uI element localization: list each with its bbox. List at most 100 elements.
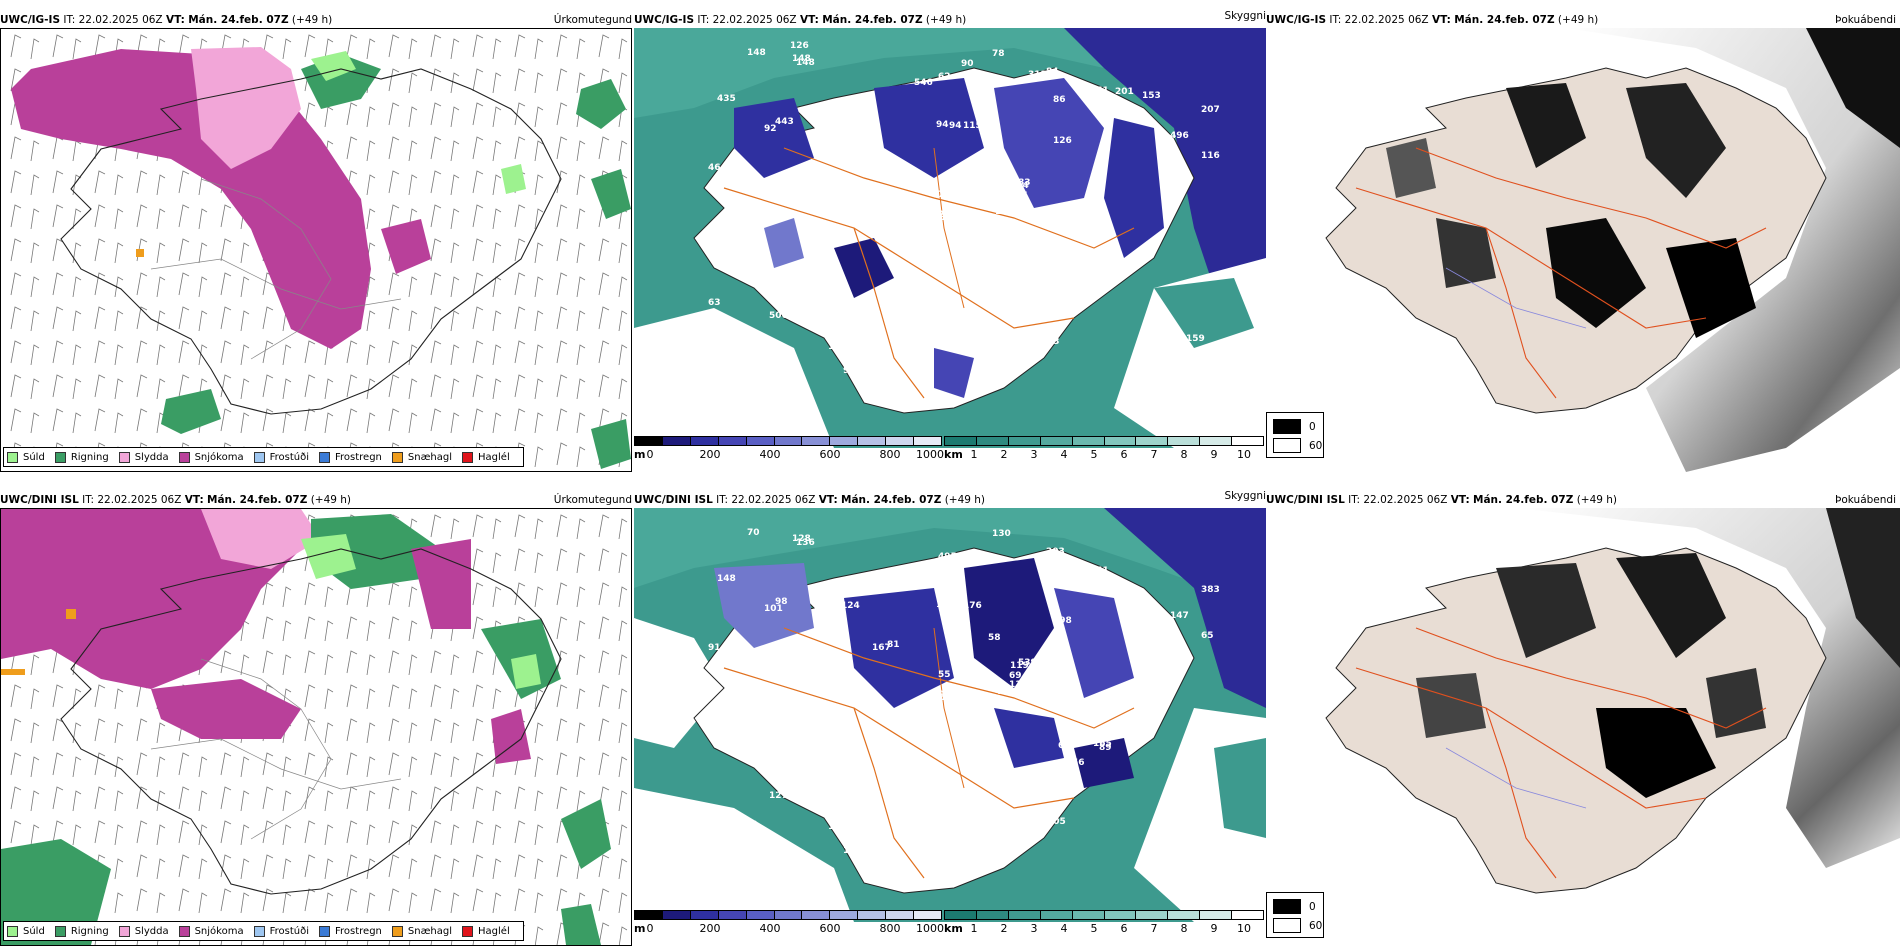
visibility-value-label: 165 (1093, 739, 1112, 749)
cb-tick: 800 (879, 448, 901, 461)
precip-map[interactable]: Súld Rigning Slydda Snjókoma Frostúði Fr… (0, 28, 632, 472)
lead-time: (+49 h) (310, 494, 352, 506)
visibility-map[interactable]: 169 101 418 92 119 92 203 176 175 452 136 64 315 383 1… (634, 508, 1266, 922)
panel-title: UWC/DINI ISL IT: 22.02.2025 06Z VT: Mán.… (0, 492, 351, 508)
fog-panel-2: UWC/DINI ISL IT: 22.02.2025 06Z VT: Mán.… (1266, 492, 1900, 946)
legend-item-haglel: Haglél (462, 925, 510, 937)
legend-item-snaehagl: Snæhagl (391, 925, 452, 937)
legend-item-snaehagl: Snæhagl (391, 451, 452, 463)
legend-item-snjokoma: Snjókoma (178, 451, 244, 463)
visibility-value-label: 298 (1053, 616, 1072, 626)
legend-item-frostudi: Frostúði (253, 925, 309, 937)
visibility-value-label: 105 (872, 163, 891, 173)
vis-tick: 5 (1090, 448, 1098, 461)
visibility-value-label: 383 (1201, 585, 1220, 595)
cb-tick: 1000 (916, 922, 944, 935)
legend-item-sudl: Súld (7, 451, 45, 463)
cloud-base-unit: m (634, 448, 646, 461)
it-value: 22.02.2025 06Z (1344, 14, 1429, 26)
model-name: UWC/DINI ISL (634, 494, 713, 506)
visibility-value-label: 50 (932, 690, 945, 700)
visibility-value-label: 127 (769, 791, 788, 801)
visibility-value-label: 63 (708, 298, 721, 308)
fog-panel-1: UWC/IG-IS IT: 22.02.2025 06Z VT: Mán. 24… (1266, 12, 1900, 472)
visibility-value-label: 202 (849, 207, 868, 217)
visibility-value-label: 169 (959, 712, 978, 722)
visibility-value-label: 67 (784, 784, 797, 794)
lead-time: (+49 h) (1557, 14, 1599, 26)
visibility-value-label: 78 (992, 49, 1005, 59)
vt-label: VT: (165, 14, 185, 26)
visibility-value-label: 106 (936, 600, 955, 610)
product-title: Skyggni (1224, 10, 1267, 22)
row-2: UWC/DINI ISL IT: 22.02.2025 06Z VT: Mán.… (0, 490, 1900, 950)
visibility-value-label: 205 (1192, 371, 1211, 381)
visibility-value-label: 255 (1009, 191, 1028, 201)
visibility-value-label: 452 (995, 687, 1014, 697)
vis-tick: 1 (970, 448, 978, 461)
vt-value: Mán. 24.feb. 07Z (1454, 14, 1555, 26)
vt-value: Mán. 24.feb. 07Z (822, 14, 923, 26)
fog-map[interactable] (1266, 28, 1900, 472)
cb-tick: 200 (699, 448, 721, 461)
visibility-value-label: 63 (793, 376, 806, 386)
precip-panel-1: UWC/IG-IS IT: 22.02.2025 06Z VT: Mán. 24… (0, 12, 632, 472)
it-label: IT: (697, 14, 710, 26)
cb-tick: 400 (759, 448, 781, 461)
vt-label: VT: (1450, 494, 1470, 506)
visibility-value-label: 80 (1061, 292, 1074, 302)
visibility-value-label: 148 (796, 58, 815, 68)
visibility-value-label: 153 (1142, 91, 1161, 101)
visibility-value-label: 89 (1099, 743, 1112, 753)
fog-legend-min: 0 (1309, 420, 1316, 433)
fog-map[interactable] (1266, 508, 1900, 946)
legend-item-frostudi: Frostúði (253, 451, 309, 463)
visibility-value-label: 175 (1053, 575, 1072, 585)
visibility-value-label: 176 (963, 601, 982, 611)
visibility-value-label: 104 (953, 182, 972, 192)
visibility-value-label: 148 (717, 574, 736, 584)
vt-label: VT: (799, 14, 819, 26)
precip-map[interactable]: Súld Rigning Slydda Snjókoma Frostúði Fr… (0, 508, 632, 946)
visibility-value-label: 129 (824, 142, 843, 152)
visibility-value-label: 65 (1201, 631, 1214, 641)
visibility-value-label: 80 (793, 856, 806, 866)
precip-legend: Súld Rigning Slydda Snjókoma Frostúði Fr… (3, 921, 524, 941)
vt-value: Mán. 24.feb. 07Z (841, 494, 942, 506)
legend-item-frostregn: Frostregn (319, 925, 382, 937)
visibility-map[interactable]: 91 92 116 130 324 108 84 115 86 155 148 205 172 207 28… (634, 28, 1266, 448)
visibility-value-label: 114 (745, 836, 764, 846)
fog-legend-max: 60 (1309, 439, 1323, 452)
model-name: UWC/IG-IS (0, 14, 61, 26)
visibility-value-label: 161 (922, 708, 941, 718)
visibility-value-label: 116 (1201, 151, 1220, 161)
visibility-value-label: 91 (708, 643, 721, 653)
visibility-labels: 91 92 116 130 324 108 84 115 86 155 148 205 172 207 28… (708, 41, 1220, 388)
vis-tick: 3 (1030, 448, 1038, 461)
visibility-value-label: 539 (1018, 658, 1037, 668)
legend-item-slydda: Slydda (118, 451, 169, 463)
visibility-value-label: 108 (852, 307, 871, 317)
it-value: 22.02.2025 06Z (712, 14, 797, 26)
panel-title: UWC/IG-IS IT: 22.02.2025 06Z VT: Mán. 24… (0, 12, 332, 28)
visibility-colorbar: km 1 2 3 4 5 6 7 8 9 10 (944, 910, 1264, 940)
visibility-value-label: 159 (1186, 334, 1205, 344)
visibility-value-label: 143 (751, 858, 770, 868)
visibility-value-label: 130 (745, 340, 764, 350)
visibility-value-label: 130 (992, 529, 1011, 539)
visibility-value-label: 152 (845, 782, 864, 792)
vis-tick: 7 (1150, 922, 1158, 935)
panel-title: UWC/DINI ISL IT: 22.02.2025 06Z VT: Mán.… (1266, 492, 1617, 508)
visibility-value-label: 103 (816, 175, 835, 185)
visibility-value-label: 47 (729, 661, 742, 671)
visibility-value-label: 91 (959, 232, 972, 242)
fog-legend-2: 0 60 (1266, 892, 1324, 938)
fog-legend-min: 0 (1309, 900, 1316, 913)
visibility-value-label: 115 (963, 121, 982, 131)
visibility-value-label: 97 (1150, 850, 1163, 860)
legend-item-rigning: Rigning (54, 451, 109, 463)
visibility-value-label: 92 (764, 124, 777, 134)
visibility-value-label: 167 (872, 643, 891, 653)
visibility-value-label: 56 (1072, 758, 1085, 768)
cb-tick: 800 (879, 922, 901, 935)
